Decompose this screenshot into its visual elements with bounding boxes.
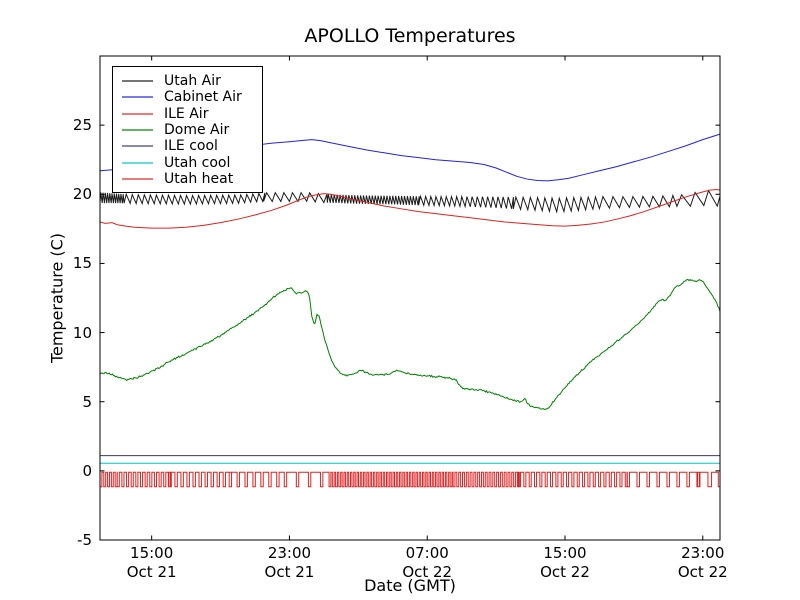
- y-tick-label: 25: [72, 116, 92, 135]
- legend-line-sample: [122, 80, 153, 83]
- legend-entry-utah-air: Utah Air: [122, 73, 262, 89]
- legend-label: Utah Air: [164, 73, 221, 90]
- legend-label: Utah cool: [164, 154, 231, 171]
- x-tick-label: 15:00 Oct 21: [104, 544, 200, 581]
- legend-line-sample: [122, 177, 153, 180]
- legend-label: ILE Air: [164, 105, 209, 122]
- legend-label: Dome Air: [164, 122, 230, 139]
- legend-line-sample: [122, 145, 153, 148]
- chart-title: APOLLO Temperatures: [304, 25, 516, 47]
- y-tick-label: -5: [77, 531, 92, 549]
- y-tick-label: 0: [82, 461, 92, 480]
- series-utah-heat: [99, 471, 721, 488]
- x-tick-date: Oct 21: [264, 562, 315, 581]
- series-utah-air: [99, 189, 721, 214]
- legend-label: Utah heat: [164, 170, 234, 187]
- legend-line-sample: [122, 112, 153, 115]
- x-tick-label: 07:00 Oct 22: [379, 544, 475, 581]
- series-dome-air: [99, 279, 721, 411]
- x-axis-label: Date (GMT): [364, 576, 456, 595]
- y-tick-label: 10: [72, 323, 92, 342]
- legend-entry-ile-air: ILE Air: [122, 106, 262, 122]
- legend-entry-ile-cool: ILE cool: [122, 138, 262, 154]
- legend-line-sample: [122, 96, 153, 99]
- axes-frame: [99, 55, 721, 541]
- x-tick-time: 23:00: [267, 544, 312, 562]
- x-tick-time: 15:00: [543, 544, 587, 562]
- y-tick-label: 15: [72, 254, 92, 273]
- y-tick-label: 5: [82, 392, 92, 411]
- legend-label: Cabinet Air: [164, 89, 242, 106]
- x-tick-label: 23:00 Oct 22: [655, 544, 751, 581]
- x-tick-time: 15:00: [130, 544, 174, 562]
- x-tick-label: 15:00 Oct 22: [517, 544, 613, 581]
- legend: Utah Air Cabinet Air ILE Air Dome Air ILE co…: [112, 66, 263, 194]
- x-tick-date: Oct 22: [540, 562, 590, 581]
- legend-label: ILE cool: [164, 138, 218, 155]
- x-tick-date: Oct 22: [677, 562, 728, 581]
- legend-entry-utah-cool: Utah cool: [122, 154, 262, 170]
- x-tick-label: 23:00 Oct 21: [241, 544, 337, 581]
- x-tick-time: 23:00: [681, 544, 725, 562]
- x-tick-time: 07:00: [405, 544, 449, 562]
- legend-line-sample: [122, 161, 153, 164]
- y-tick-label: 20: [72, 185, 92, 204]
- series-ile-air: [99, 188, 721, 229]
- legend-entry-dome-air: Dome Air: [122, 122, 262, 138]
- x-tick-date: Oct 22: [402, 562, 453, 581]
- x-tick-date: Oct 21: [126, 562, 177, 581]
- legend-entry-cabinet-air: Cabinet Air: [122, 89, 262, 105]
- legend-line-sample: [122, 129, 153, 132]
- legend-entry-utah-heat: Utah heat: [122, 171, 262, 187]
